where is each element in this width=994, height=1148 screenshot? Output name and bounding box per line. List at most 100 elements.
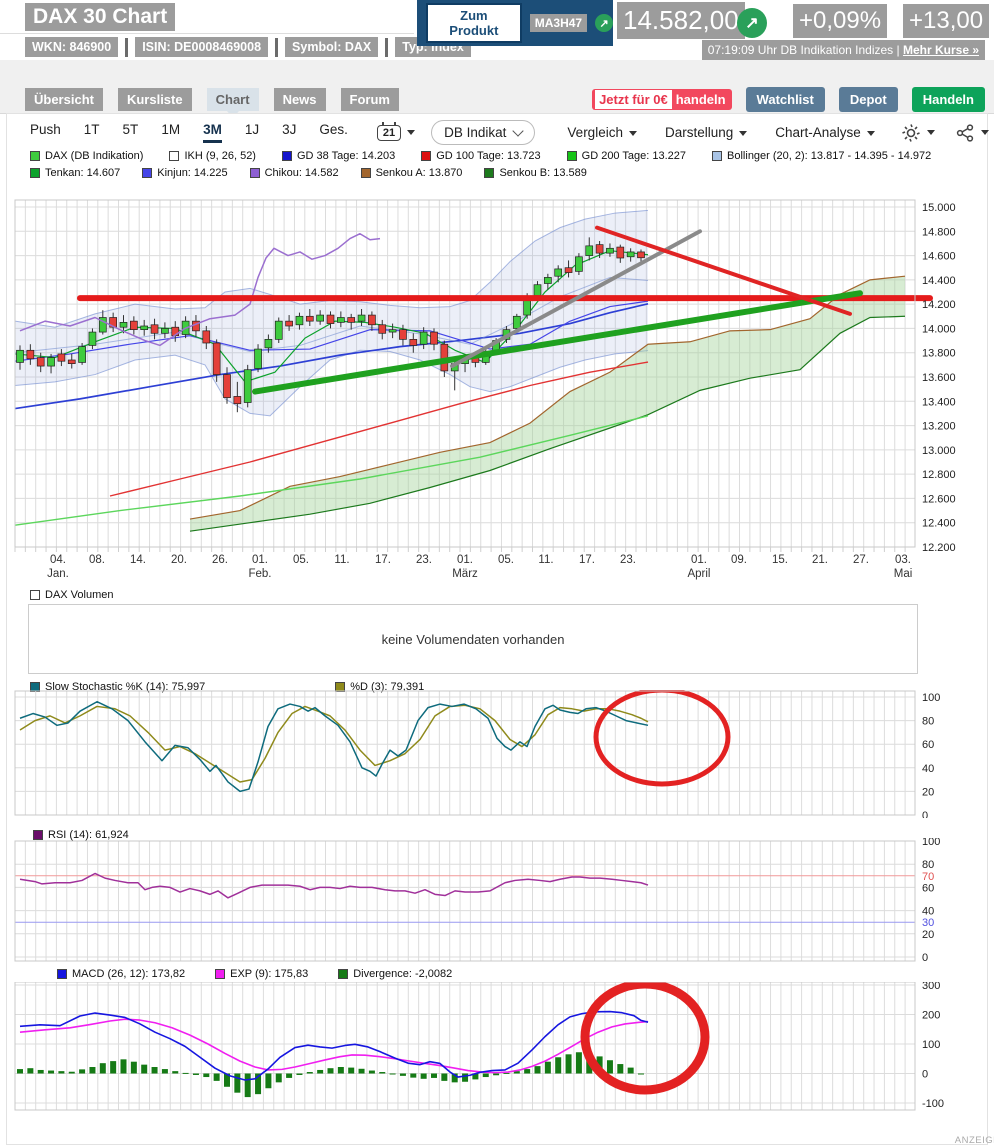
legend-label: Tenkan: 14.607 [45,167,121,179]
meta-chip: Symbol: DAX [285,37,379,57]
volume-legend: DAX Volumen [30,589,113,601]
legend-item: Divergence: -2,0082 [338,968,452,980]
legend-item: IKH (9, 26, 52) [169,150,256,162]
legend-swatch [142,168,153,178]
legend-label: GD 200 Tage: 13.227 [581,150,687,162]
svg-text:03.: 03. [895,554,911,566]
meta-chip: ISIN: DE0008469008 [135,37,269,57]
stochastic-chart: 100 80 60 40 20 0 [14,690,940,818]
quote-timestamp: 07:19:09 Uhr DB Indikation Indizes | Meh… [701,40,985,60]
range-5t[interactable]: 5T [122,122,139,137]
change-percent: +0,09% [793,4,888,38]
tab-übersicht[interactable]: Übersicht [25,88,103,111]
watchlist-button[interactable]: Watchlist [745,87,825,112]
tab-news[interactable]: News [273,88,326,111]
svg-text:08.: 08. [89,554,105,566]
tab-chart[interactable]: Chart [206,88,259,118]
chevron-down-icon [512,125,525,137]
action-buttons: Jetzt für 0€ handeln Watchlist Depot Hand… [592,87,985,112]
legend-swatch [338,969,349,979]
legend-label: GD 38 Tage: 14.203 [296,150,396,162]
svg-text:26.: 26. [212,554,228,566]
svg-text:80: 80 [922,716,934,728]
meta-divider [125,37,129,57]
tab-forum[interactable]: Forum [340,88,399,111]
trade-promo-button[interactable]: Jetzt für 0€ handeln [592,89,732,110]
dropdown-menus: Vergleich Darstellung Chart-Analyse [539,125,875,140]
svg-text:27.: 27. [853,554,869,566]
svg-text:09.: 09. [731,554,747,566]
depot-button[interactable]: Depot [838,87,898,112]
svg-text:60: 60 [922,882,934,894]
legend-label: MACD (26, 12): 173,82 [72,968,186,980]
svg-text:200: 200 [922,1010,940,1022]
main-price-chart[interactable]: 15.000 14.800 14.600 14.400 14.200 14.000 13.8… [0,195,994,587]
svg-text:Mai: Mai [894,568,913,580]
range-ges[interactable]: Ges. [319,122,348,137]
stochastic-legend: Slow Stochastic %K (14): 75,997 %D (3): 7… [30,681,424,693]
legend-label: Slow Stochastic %K (14): 75,997 [45,681,206,693]
meta-divider [275,37,279,57]
zum-produkt-button[interactable]: Zum Produkt [426,3,522,43]
svg-text:13.400: 13.400 [922,396,956,408]
mehr-kurse-link[interactable]: Mehr Kurse » [902,43,979,57]
tool-icons [901,122,994,143]
svg-text:01.: 01. [457,554,473,566]
range-1m[interactable]: 1M [161,122,181,137]
svg-text:21.: 21. [812,554,828,566]
range-3j[interactable]: 3J [282,122,297,137]
range-1j[interactable]: 1J [244,122,260,137]
legend-swatch [215,969,226,979]
handeln-button[interactable]: Handeln [911,87,985,112]
svg-text:11.: 11. [334,554,349,566]
tab-kursliste[interactable]: Kursliste [117,88,192,111]
svg-text:14.: 14. [130,554,146,566]
legend-item: GD 38 Tage: 14.203 [281,150,396,162]
menu-darstellung[interactable]: Darstellung [665,125,748,140]
svg-text:17.: 17. [375,554,391,566]
svg-text:14.600: 14.600 [922,251,956,263]
svg-text:0: 0 [922,810,928,818]
svg-text:13.000: 13.000 [922,445,956,457]
indicator-select[interactable]: DB Indikat [431,120,536,145]
range-1t[interactable]: 1T [83,122,100,137]
legend-item: GD 200 Tage: 13.227 [566,150,687,162]
menu-vergleich[interactable]: Vergleich [567,125,637,140]
svg-text:20: 20 [922,929,934,941]
svg-text:14.400: 14.400 [922,275,956,287]
svg-text:01.: 01. [691,554,707,566]
svg-text:12.600: 12.600 [922,493,956,505]
settings-gear-icon[interactable] [901,123,935,143]
calendar-icon[interactable]: 21 [376,121,402,141]
legend-item: EXP (9): 175,83 [215,968,308,980]
svg-text:01.: 01. [252,554,268,566]
svg-text:13.200: 13.200 [922,421,956,433]
range-3m[interactable]: 3M [203,122,222,143]
range-push[interactable]: Push [30,122,61,137]
svg-text:05.: 05. [498,554,514,566]
svg-text:60: 60 [922,739,934,751]
meta-divider [385,37,389,57]
legend-label: GD 100 Tage: 13.723 [436,150,541,162]
trend-up-icon[interactable]: ↗ [595,14,613,32]
legend-item: Chikou: 14.582 [249,167,339,179]
chevron-down-icon[interactable] [407,130,416,135]
svg-text:70: 70 [922,871,934,883]
menu-chart-analyse[interactable]: Chart-Analyse [775,125,875,140]
svg-text:23.: 23. [416,554,432,566]
legend-item: DAX (DB Indikation) [30,150,143,162]
meta-chip: WKN: 846900 [25,37,119,57]
legend-swatch [712,151,723,161]
legend-swatch [421,151,432,161]
legend-swatch [169,151,180,161]
svg-text:12.200: 12.200 [922,542,956,554]
svg-text:40: 40 [922,763,934,775]
legend-item: Senkou A: 13.870 [360,167,462,179]
share-icon[interactable] [955,123,989,143]
legend-label: Kinjun: 14.225 [157,167,228,179]
svg-text:14.000: 14.000 [922,323,956,335]
promo-action-label: handeln [675,92,726,107]
legend-swatch [484,168,495,178]
volume-panel: keine Volumendaten vorhanden [28,604,918,674]
